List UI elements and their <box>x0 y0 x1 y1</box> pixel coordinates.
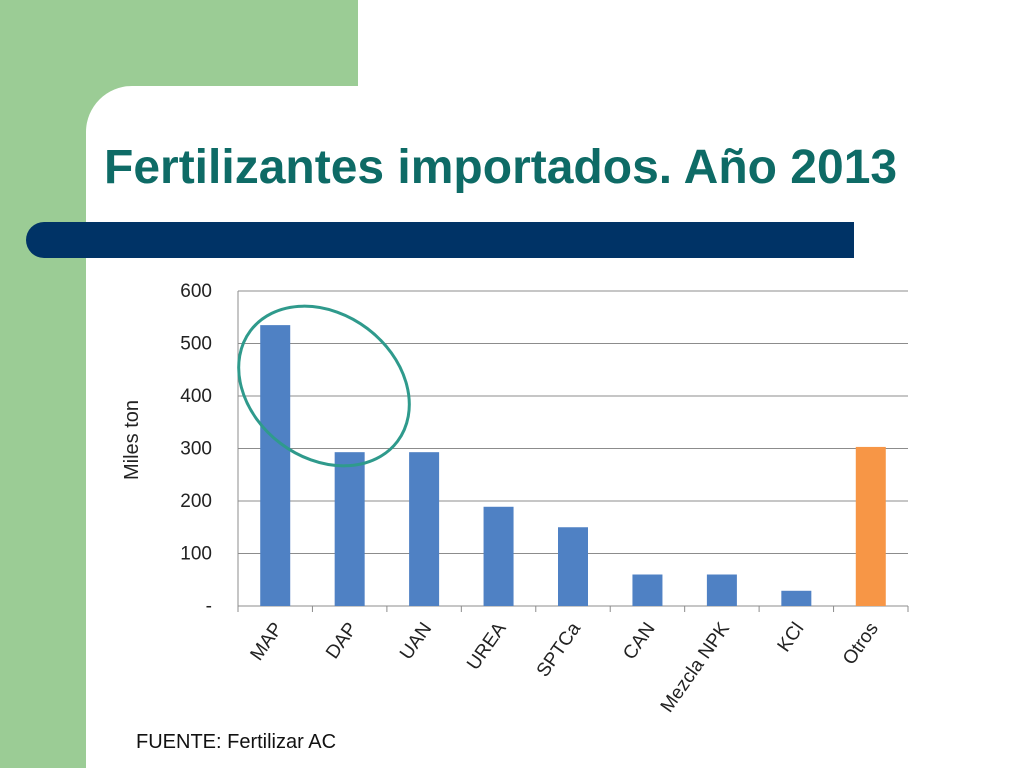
source-note: FUENTE: Fertilizar AC <box>136 731 337 753</box>
y-tick-label: 400 <box>180 386 212 407</box>
x-tick-label: KCl <box>774 619 809 656</box>
y-tick-label: 200 <box>180 491 212 512</box>
x-tick-label: UAN <box>396 619 436 664</box>
bar-map <box>260 325 291 606</box>
x-tick-label: UREA <box>463 619 511 675</box>
title-accent-bar <box>26 222 854 258</box>
y-tick-label: 500 <box>180 334 212 355</box>
slide-title: Fertilizantes importados. Año 2013 <box>104 141 898 194</box>
bar-dap <box>334 452 365 606</box>
bar-otros <box>855 446 886 606</box>
bar-mezcla-npk <box>706 574 737 606</box>
highlight-ellipse <box>237 304 411 468</box>
x-tick-label: Mezcla NPK <box>657 619 734 717</box>
bar-sptca <box>558 527 588 606</box>
y-tick-label: 100 <box>180 544 212 565</box>
x-tick-label: MAP <box>246 619 287 665</box>
bar-kcl <box>781 590 812 606</box>
x-tick-label: CAN <box>619 619 659 664</box>
y-tick-label: - <box>206 596 212 617</box>
x-tick-label: SPTCa <box>533 618 586 681</box>
y-tick-label: 300 <box>180 439 212 460</box>
content-panel <box>86 86 1024 768</box>
bar-uan <box>409 452 440 606</box>
x-tick-label: DAP <box>322 619 362 663</box>
x-tick-label: Otros <box>839 619 883 669</box>
y-axis-title: Miles ton <box>121 400 143 480</box>
bar-can <box>632 574 663 606</box>
y-tick-label: 600 <box>180 281 212 302</box>
bar-urea <box>483 506 514 606</box>
